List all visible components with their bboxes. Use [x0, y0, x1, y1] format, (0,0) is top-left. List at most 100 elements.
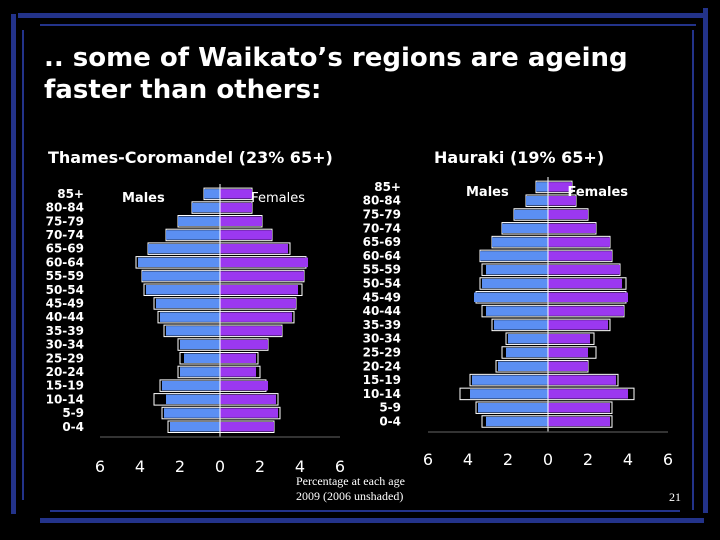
age-group-label: 25-29 — [46, 351, 84, 365]
female-2009-bar — [548, 416, 610, 427]
x-tick-label: 2 — [583, 450, 593, 469]
age-group-label: 65-69 — [363, 235, 401, 249]
age-group-label: 0-4 — [379, 415, 401, 429]
x-tick-label: 6 — [95, 457, 105, 476]
male-2009-bar — [160, 312, 220, 322]
male-2009-bar — [204, 189, 220, 199]
female-2009-bar — [548, 292, 628, 303]
age-group-label: 35-39 — [46, 324, 84, 338]
chart-footnote: Percentage at each age 2009 (2006 unshad… — [296, 474, 405, 504]
chart-1-subtitle: Thames-Coromandel (23% 65+) — [48, 148, 333, 167]
left-stripe — [11, 14, 16, 514]
x-tick-label: 6 — [423, 450, 433, 469]
male-2009-bar — [482, 278, 548, 289]
age-group-label: 55-59 — [363, 263, 401, 277]
female-2009-bar — [220, 367, 256, 377]
legend-females: Females — [251, 191, 305, 206]
female-2009-bar — [220, 257, 308, 268]
male-2009-bar — [480, 251, 548, 261]
female-2009-bar — [220, 202, 252, 213]
age-group-label: 70-74 — [46, 228, 84, 242]
male-2009-bar — [166, 394, 220, 405]
male-2009-bar — [508, 333, 548, 344]
male-2009-bar — [166, 326, 220, 336]
x-tick-label: 6 — [663, 450, 673, 469]
age-group-label: 45-49 — [46, 296, 84, 310]
right-stripe-thin — [692, 30, 694, 510]
male-2009-bar — [494, 320, 548, 330]
age-group-label: 50-54 — [46, 283, 84, 297]
age-group-label: 75-79 — [363, 208, 401, 222]
male-2009-bar — [486, 264, 548, 275]
x-tick-label: 0 — [543, 450, 553, 469]
age-group-label: 5-9 — [379, 401, 401, 415]
male-2009-bar — [180, 339, 220, 350]
male-2009-bar — [514, 209, 548, 220]
chart-2-subtitle: Hauraki (19% 65+) — [434, 148, 605, 167]
age-group-label: 35-39 — [363, 318, 401, 332]
legend-males: Males — [466, 185, 509, 200]
male-2009-bar — [162, 380, 220, 391]
female-2009-bar — [548, 361, 588, 372]
x-tick-label: 4 — [623, 450, 633, 469]
male-2009-bar — [184, 353, 220, 363]
age-group-label: 25-29 — [363, 346, 401, 360]
age-group-label: 30-34 — [46, 338, 84, 352]
bottom-stripe — [40, 518, 704, 523]
male-2009-bar — [148, 243, 220, 254]
title-line-1: .. some of Waikato’s regions are ageing — [44, 43, 628, 73]
age-group-label: 80-84 — [363, 194, 401, 208]
x-tick-label: 0 — [215, 457, 225, 476]
male-2009-bar — [502, 223, 548, 234]
female-2009-bar — [220, 380, 268, 391]
age-group-label: 80-84 — [46, 201, 84, 215]
age-group-label: 30-34 — [363, 332, 401, 346]
age-group-label: 10-14 — [363, 387, 401, 401]
male-2009-bar — [470, 389, 548, 399]
legend-males: Males — [122, 191, 165, 206]
female-2009-bar — [548, 209, 588, 220]
male-2009-bar — [492, 237, 548, 247]
female-2009-bar — [220, 243, 288, 254]
male-2009-bar — [166, 230, 220, 240]
female-2009-bar — [548, 389, 628, 399]
female-2009-bar — [548, 264, 620, 275]
legend-females: Females — [568, 185, 629, 200]
female-2009-bar — [220, 353, 256, 363]
male-2009-bar — [138, 257, 220, 268]
male-2009-bar — [526, 195, 548, 206]
age-group-label: 60-64 — [363, 249, 401, 263]
female-2009-bar — [548, 306, 624, 316]
male-2009-bar — [192, 202, 220, 213]
title-line-2: faster than others: — [44, 75, 322, 105]
female-2009-bar — [220, 339, 268, 350]
age-group-label: 55-59 — [46, 269, 84, 283]
bottom-stripe-thin — [50, 510, 680, 512]
female-2009-bar — [220, 422, 274, 432]
male-2009-bar — [486, 416, 548, 427]
top-stripe — [18, 13, 704, 18]
footnote-line-1: Percentage at each age — [296, 474, 405, 488]
age-group-label: 45-49 — [363, 290, 401, 304]
female-2009-bar — [220, 271, 304, 281]
female-2009-bar — [548, 223, 596, 234]
female-2009-bar — [220, 408, 278, 418]
female-2009-bar — [548, 278, 622, 289]
x-tick-label: 4 — [295, 457, 305, 476]
female-2009-bar — [548, 237, 610, 247]
female-2009-bar — [220, 312, 292, 322]
slide-title: .. some of Waikato’s regions are ageing … — [44, 42, 684, 106]
age-group-label: 40-44 — [363, 304, 401, 318]
x-tick-label: 4 — [135, 457, 145, 476]
top-stripe-thin — [40, 24, 696, 26]
female-2009-bar — [548, 320, 608, 330]
age-group-label: 50-54 — [363, 277, 401, 291]
female-2009-bar — [220, 298, 296, 309]
age-group-label: 85+ — [57, 187, 84, 201]
female-2009-bar — [548, 347, 588, 358]
male-2009-bar — [472, 375, 548, 385]
male-2009-bar — [156, 298, 220, 309]
female-2009-bar — [220, 326, 282, 336]
x-tick-label: 2 — [255, 457, 265, 476]
age-group-label: 60-64 — [46, 255, 84, 269]
